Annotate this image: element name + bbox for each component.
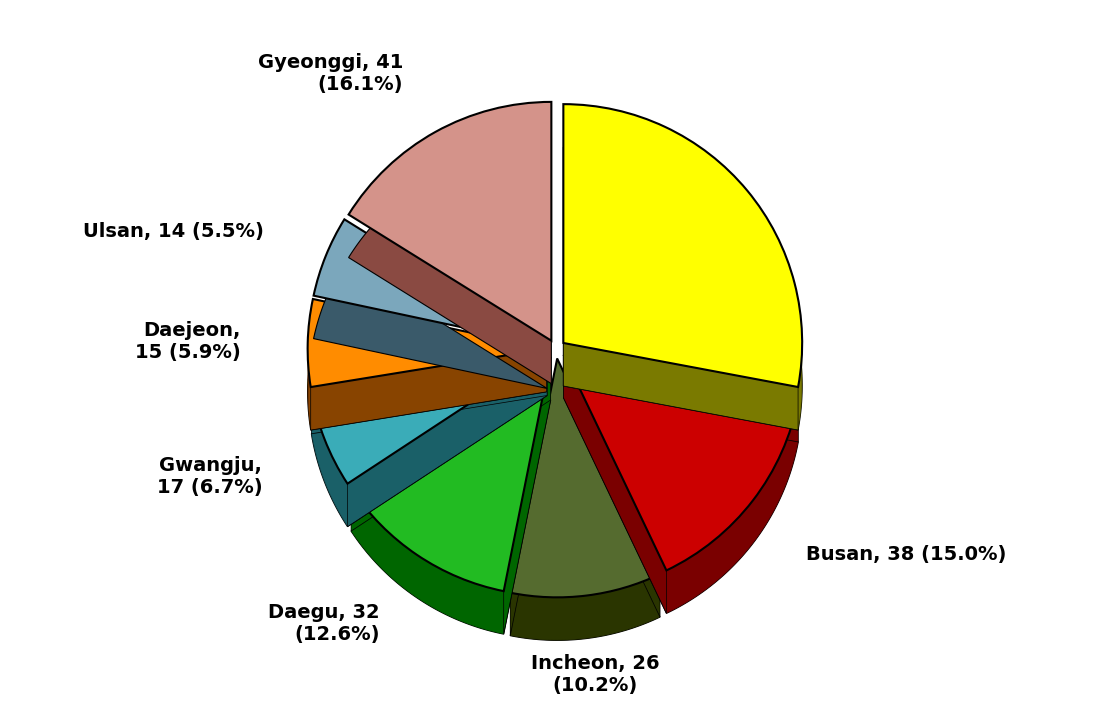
Wedge shape xyxy=(311,352,547,484)
Wedge shape xyxy=(510,359,661,597)
Polygon shape xyxy=(311,352,547,434)
Polygon shape xyxy=(564,147,802,430)
Text: Gwangju,
17 (6.7%): Gwangju, 17 (6.7%) xyxy=(157,456,262,497)
Polygon shape xyxy=(510,401,661,640)
Text: Seoul, 71 (28.0%): Seoul, 71 (28.0%) xyxy=(567,250,762,269)
Polygon shape xyxy=(557,359,661,617)
Text: Gyeonggi, 41
(16.1%): Gyeonggi, 41 (16.1%) xyxy=(258,53,403,94)
Polygon shape xyxy=(310,349,546,430)
Text: Busan, 38 (15.0%): Busan, 38 (15.0%) xyxy=(806,544,1006,564)
Polygon shape xyxy=(510,359,557,635)
Polygon shape xyxy=(564,355,666,614)
Polygon shape xyxy=(348,352,547,526)
Polygon shape xyxy=(311,396,547,526)
Text: Incheon, 26
(10.2%): Incheon, 26 (10.2%) xyxy=(530,654,659,695)
Wedge shape xyxy=(314,219,547,346)
Polygon shape xyxy=(314,262,547,388)
Text: Ulsan, 14 (5.5%): Ulsan, 14 (5.5%) xyxy=(82,222,264,240)
Text: Daejeon,
15 (5.9%): Daejeon, 15 (5.9%) xyxy=(136,321,241,362)
Polygon shape xyxy=(348,145,552,383)
Polygon shape xyxy=(351,357,550,531)
Wedge shape xyxy=(351,357,550,591)
Polygon shape xyxy=(564,343,798,430)
Wedge shape xyxy=(564,355,798,570)
Text: Daegu, 32
(12.6%): Daegu, 32 (12.6%) xyxy=(268,603,379,644)
Polygon shape xyxy=(351,400,550,634)
Wedge shape xyxy=(348,102,552,341)
Polygon shape xyxy=(564,355,798,442)
Wedge shape xyxy=(564,104,802,387)
Wedge shape xyxy=(308,299,546,387)
Polygon shape xyxy=(504,357,550,634)
Polygon shape xyxy=(564,398,798,614)
Polygon shape xyxy=(308,342,546,430)
